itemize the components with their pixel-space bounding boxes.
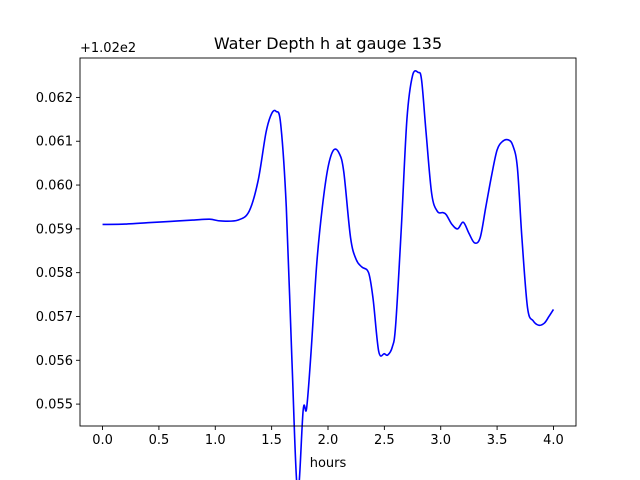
series-line — [102, 70, 555, 480]
y-tick-label: 0.059 — [36, 222, 73, 237]
y-tick-label: 0.058 — [36, 266, 73, 281]
x-tick-label: 1.0 — [205, 433, 226, 448]
y-tick-label: 0.055 — [36, 398, 73, 413]
x-tick-label: 2.5 — [374, 433, 395, 448]
x-tick-label: 2.0 — [318, 433, 339, 448]
y-tick-label: 0.061 — [36, 135, 73, 150]
chart-title: Water Depth h at gauge 135 — [214, 34, 442, 53]
x-tick-label: 0.5 — [149, 433, 170, 448]
y-tick-label: 0.062 — [36, 91, 73, 106]
plot-area: 0.0 0.5 1.0 1.5 2.0 2.5 3.0 3.5 4.0 0.055 0.056 0.0… — [36, 57, 577, 480]
axes-frame — [79, 57, 577, 427]
y-tick-label: 0.060 — [36, 179, 73, 194]
y-tick-label: 0.057 — [36, 310, 73, 325]
x-tick-label: 3.0 — [430, 433, 451, 448]
x-tick-label: 4.0 — [543, 433, 564, 448]
x-tick-label: 1.5 — [261, 433, 282, 448]
y-axis-offset-label: +1.02e2 — [80, 41, 136, 56]
x-tick-label: 0.0 — [92, 433, 113, 448]
x-tick-label: 3.5 — [487, 433, 508, 448]
y-tick-label: 0.056 — [36, 354, 73, 369]
x-axis-label: hours — [310, 456, 347, 471]
